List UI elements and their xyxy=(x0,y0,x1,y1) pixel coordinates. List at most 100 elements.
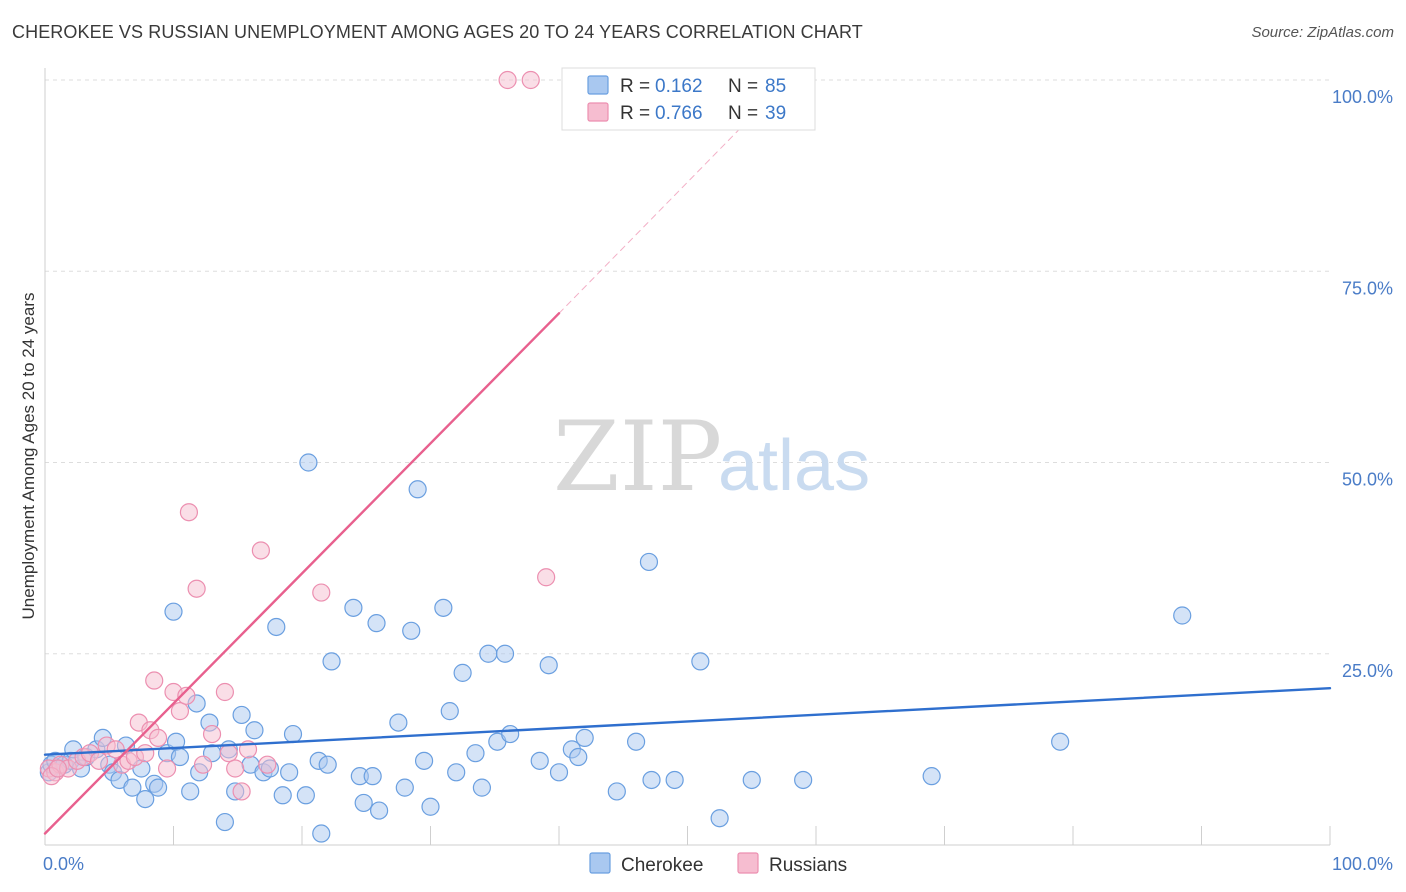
legend-bottom-cherokee-label: Cherokee xyxy=(621,855,703,876)
legend-cherokee-n-label: N = xyxy=(728,76,758,97)
cherokee-point xyxy=(421,797,440,816)
cherokee-point xyxy=(181,782,200,801)
cherokee-point xyxy=(299,453,318,472)
cherokee-point xyxy=(569,747,588,767)
russian-point xyxy=(170,702,190,721)
trendlines xyxy=(43,129,1332,835)
russian-point xyxy=(187,579,206,598)
grid-layer xyxy=(45,79,1330,655)
cherokee-point xyxy=(447,763,466,782)
legend-cherokee-r-value: 0.162 xyxy=(655,76,703,97)
russian-point xyxy=(48,759,67,778)
x-tick-label: 100.0% xyxy=(1332,854,1393,874)
cherokee-point xyxy=(642,770,661,790)
legend-russians-n-value: 39 xyxy=(765,103,786,124)
russian-point xyxy=(89,751,109,770)
legend-bottom-cherokee-swatch xyxy=(589,852,611,874)
cherokee-point xyxy=(267,617,286,637)
legend-cherokee-r-label: R = xyxy=(620,76,650,97)
cherokee-trendline xyxy=(43,686,1332,756)
cherokee-point xyxy=(273,786,292,805)
cherokee-point xyxy=(395,778,414,797)
legend-bottom-russians-label: Russians xyxy=(769,855,847,876)
cherokee-point xyxy=(296,786,315,805)
cherokee-point xyxy=(370,801,389,820)
cherokee-point xyxy=(280,763,299,782)
legend-russians-swatch xyxy=(587,102,609,122)
cherokee-point xyxy=(539,656,558,675)
cherokee-point xyxy=(1173,606,1192,625)
russian-point xyxy=(177,686,196,705)
legend-bottom: Cherokee Russians xyxy=(589,852,847,876)
cherokee-point xyxy=(318,755,337,774)
cherokee-point xyxy=(639,552,659,572)
y-axis-title: Unemployment Among Ages 20 to 24 years xyxy=(19,293,38,620)
watermark: ZIP atlas xyxy=(553,401,870,513)
cherokee-point xyxy=(344,598,363,617)
cherokee-point xyxy=(466,744,485,763)
watermark-atlas: atlas xyxy=(718,426,870,506)
russian-point xyxy=(232,782,251,801)
cherokee-point xyxy=(710,809,729,828)
x-tick-label: 0.0% xyxy=(43,854,84,874)
cherokee-point xyxy=(322,652,341,671)
cherokee-point xyxy=(575,728,594,748)
watermark-zip: ZIP xyxy=(553,401,722,513)
source-credit: Source: ZipAtlas.com xyxy=(1251,24,1394,41)
cherokee-point xyxy=(479,644,498,663)
cherokee-point xyxy=(408,480,427,499)
legend-top: R = 0.162 N = 85 R = 0.766 N = 39 xyxy=(561,67,816,131)
russian-point xyxy=(106,740,125,759)
cherokee-point xyxy=(402,621,421,640)
axis-layer: 25.0% 50.0% 75.0% 100.0% 0.0% 100.0% xyxy=(43,68,1393,874)
cherokee-point xyxy=(283,724,303,744)
y-tick-label: 25.0% xyxy=(1342,661,1393,681)
cherokee-point xyxy=(530,751,549,770)
cherokee-point xyxy=(123,778,142,797)
russian-points xyxy=(39,70,556,801)
russian-point xyxy=(312,583,331,602)
cherokee-point xyxy=(232,705,251,725)
cherokee-point xyxy=(691,652,710,671)
russian-point xyxy=(258,755,277,774)
legend-cherokee-n-value: 85 xyxy=(765,76,786,97)
russian-point xyxy=(148,728,168,748)
russian-point xyxy=(179,503,199,522)
cherokee-point xyxy=(472,778,491,797)
cherokee-point xyxy=(414,751,434,770)
legend-russians-r-label: R = xyxy=(620,103,650,124)
cherokee-point xyxy=(922,767,941,786)
cherokee-point xyxy=(148,778,168,797)
y-tick-label: 100.0% xyxy=(1332,87,1393,107)
russian-point xyxy=(251,541,270,560)
legend-russians-r-value: 0.766 xyxy=(655,103,703,124)
russian-trendline xyxy=(558,129,740,314)
legend-russians-n-label: N = xyxy=(728,103,758,124)
russian-point xyxy=(136,744,155,763)
cherokee-point xyxy=(389,713,408,732)
cherokee-point xyxy=(363,767,382,786)
cherokee-point xyxy=(794,770,813,790)
russian-point xyxy=(219,744,238,763)
chart-title: CHEROKEE VS RUSSIAN UNEMPLOYMENT AMONG A… xyxy=(12,22,863,42)
russian-point xyxy=(193,755,213,774)
cherokee-point xyxy=(434,598,453,617)
legend-cherokee-swatch xyxy=(587,75,609,95)
russian-point xyxy=(145,671,164,690)
russian-point xyxy=(521,70,540,90)
cherokee-point xyxy=(742,770,761,790)
cherokee-point xyxy=(665,770,684,790)
russian-trendline xyxy=(43,312,561,835)
russian-point xyxy=(202,724,222,744)
cherokee-point xyxy=(549,763,569,782)
cherokee-point xyxy=(1051,732,1070,751)
cherokee-point xyxy=(501,724,520,744)
cherokee-point xyxy=(312,824,331,843)
cherokee-point xyxy=(245,721,264,740)
cherokee-point xyxy=(626,732,646,751)
cherokee-point xyxy=(367,614,386,633)
legend-bottom-russians-swatch xyxy=(737,852,759,874)
cherokee-point xyxy=(495,644,515,663)
cherokee-point xyxy=(440,702,459,721)
